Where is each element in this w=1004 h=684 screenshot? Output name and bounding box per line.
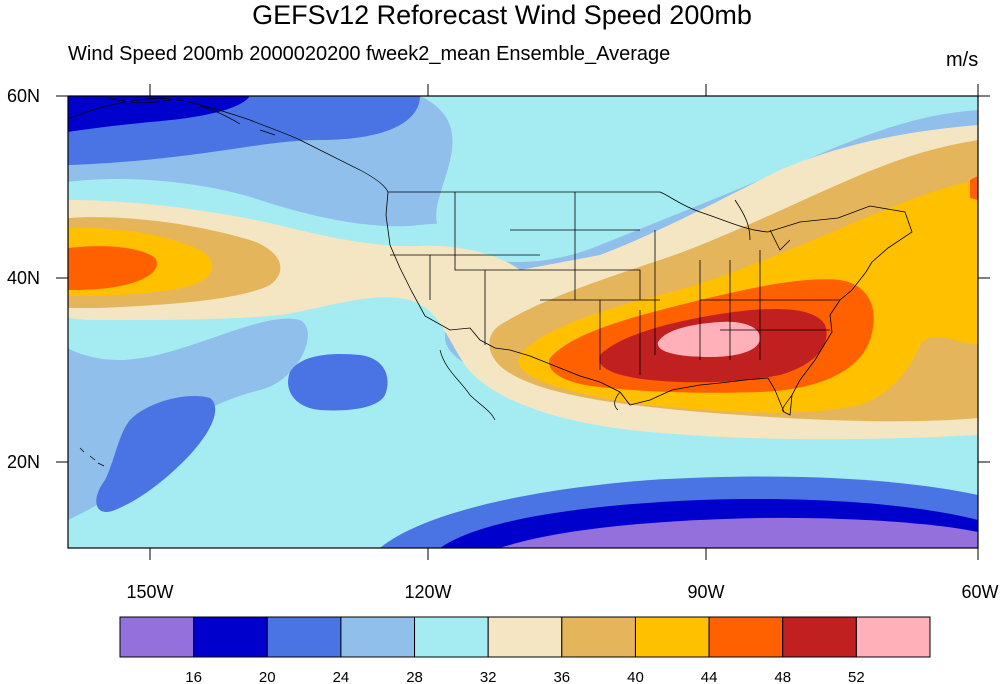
x-tick-label: 150W (126, 582, 173, 602)
colorbar-label: 48 (774, 669, 791, 684)
y-tick-label: 60N (7, 86, 40, 106)
colorbar: 16 20 24 28 32 36 40 44 48 52 (119, 616, 931, 684)
blue-patch-2 (96, 396, 216, 512)
chart-subtitle: Wind Speed 200mb 2000020200 fweek2_mean … (68, 43, 671, 65)
x-tick-label: 120W (404, 582, 451, 602)
colorbar-swatch (266, 616, 342, 658)
band-32-36-north (420, 96, 978, 263)
axis-ticks (56, 84, 990, 560)
colorbar-label: 44 (701, 669, 718, 684)
band-20-24-north (68, 96, 250, 132)
colorbar-swatch (340, 616, 416, 658)
colorbar-swatch (782, 616, 857, 658)
y-tick-label: 40N (7, 268, 40, 288)
colorbar-swatch (487, 616, 563, 658)
colorbar-label: 32 (480, 669, 497, 684)
colorbar-label: 52 (848, 669, 865, 684)
colorbar-swatch (634, 616, 710, 658)
x-tick-label: 90W (687, 582, 724, 602)
colorbar-label: 24 (333, 669, 350, 684)
colorbar-label: 20 (259, 669, 276, 684)
y-tick-labels: 60N 40N 20N (7, 86, 40, 472)
map-frame (67, 95, 979, 549)
colorbar-swatch (119, 616, 195, 658)
units-label: m/s (946, 49, 979, 71)
colorbar-label: 16 (185, 669, 202, 684)
colorbar-swatch (708, 616, 784, 658)
colorbar-swatch (193, 616, 268, 658)
colorbar-label: 28 (406, 669, 423, 684)
colorbar-label: 40 (627, 669, 644, 684)
colorbar-swatch (414, 616, 489, 658)
chart-title: GEFSv12 Reforecast Wind Speed 200mb (252, 0, 752, 30)
band-56-plus (657, 321, 761, 357)
colorbar-swatch (561, 616, 636, 658)
us-state-borders (385, 191, 913, 416)
colorbar-swatch (855, 616, 931, 658)
x-tick-label: 60W (961, 582, 998, 602)
blue-patch-1 (288, 353, 388, 411)
coastlines (69, 97, 793, 467)
y-tick-label: 20N (7, 452, 40, 472)
x-tick-labels: 150W 120W 90W 60W (126, 582, 998, 602)
band-16-20-south (500, 517, 978, 548)
colorbar-label: 36 (553, 669, 570, 684)
wind-speed-field (68, 96, 978, 548)
